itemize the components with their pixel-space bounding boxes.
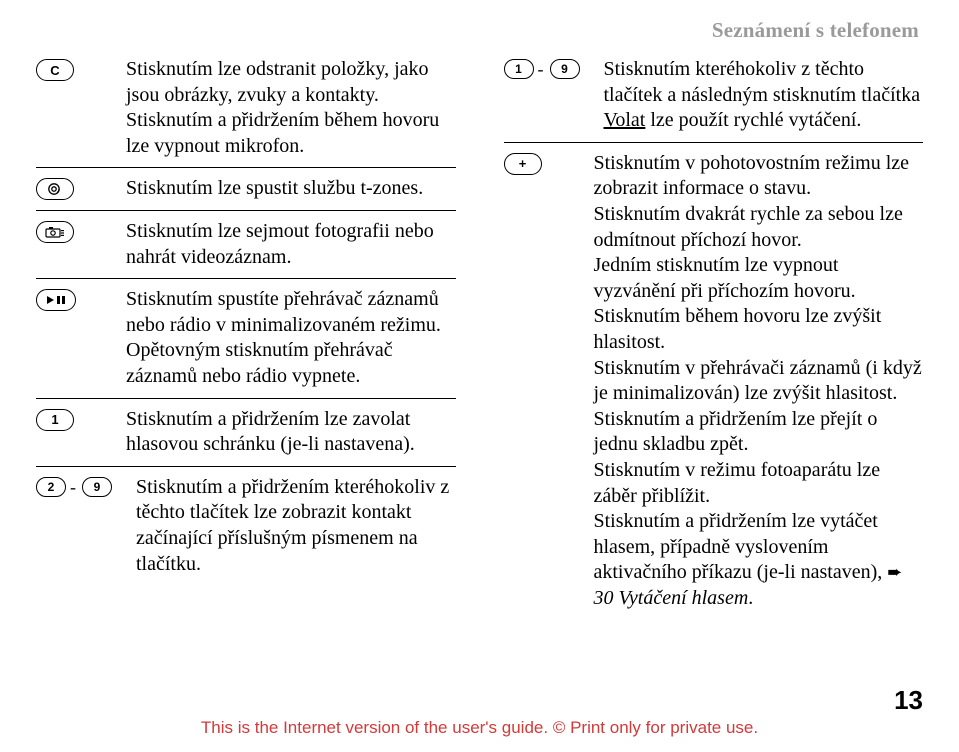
key-description: Stisknutím a přidržením lze zavolat hlas…	[126, 407, 456, 458]
left-column: C Stisknutím lze odstranit položky, jako…	[36, 57, 456, 619]
key-row: + Stisknutím v pohotovostním režimu lze …	[504, 142, 924, 620]
key-label: 1	[51, 413, 58, 426]
key-9-pill: 9	[82, 477, 112, 497]
key-2-pill: 2	[36, 477, 66, 497]
key-cell	[36, 219, 126, 243]
key-row: 1 - 9 Stisknutím kteréhokoliv z těchto t…	[504, 57, 924, 142]
key-cell	[36, 287, 126, 311]
key-cell: 1	[36, 407, 126, 431]
key-cell: +	[504, 151, 594, 175]
key-cell: 2 - 9	[36, 475, 136, 498]
key-description: Stisknutím lze spustit službu t-zones.	[126, 176, 456, 202]
key-row: C Stisknutím lze odstranit položky, jako…	[36, 57, 456, 167]
key-description: Stisknutím a přidržením kteréhokoliv z t…	[136, 475, 456, 577]
key-cell	[36, 176, 126, 200]
at-icon	[47, 182, 63, 196]
key-row: 1 Stisknutím a přidržením lze zavolat hl…	[36, 398, 456, 466]
key-description: Stisknutím spustíte přehrávač záznamů ne…	[126, 287, 456, 389]
section-header: Seznámení s telefonem	[36, 18, 923, 43]
key-description: Stisknutím lze sejmout fotografii nebo n…	[126, 219, 456, 270]
two-column-layout: C Stisknutím lze odstranit položky, jako…	[36, 57, 923, 619]
key-label: 9	[561, 63, 568, 75]
page-number: 13	[894, 685, 923, 716]
key-cell: C	[36, 57, 126, 81]
footer: This is the Internet version of the user…	[0, 718, 959, 738]
key-description: Stisknutím v pohotovostním režimu lze zo…	[594, 151, 924, 612]
key-camera-pill	[36, 221, 74, 243]
key-label: 1	[515, 63, 522, 75]
range-dash: -	[538, 59, 546, 80]
key-row: Stisknutím lze sejmout fotografii nebo n…	[36, 210, 456, 278]
key-label: 9	[94, 481, 101, 493]
key-plus-pill: +	[504, 153, 542, 175]
key-description: Stisknutím lze odstranit položky, jako j…	[126, 57, 456, 159]
key-1-pill: 1	[504, 59, 534, 79]
key-label: 2	[48, 481, 55, 493]
key-row: Stisknutím lze spustit službu t-zones.	[36, 167, 456, 210]
key-playpause-pill	[36, 289, 76, 311]
range-dash: -	[70, 477, 78, 498]
key-9-pill: 9	[550, 59, 580, 79]
play-pause-icon	[45, 295, 67, 305]
key-c-pill: C	[36, 59, 74, 81]
key-description: Stisknutím kteréhokoliv z těchto tlačíte…	[604, 57, 924, 134]
camera-icon	[45, 226, 65, 238]
footer-text: This is the Internet version of the user…	[201, 718, 758, 737]
key-label: +	[519, 157, 527, 170]
key-row: 2 - 9 Stisknutím a přidržením kteréhokol…	[36, 466, 456, 585]
right-column: 1 - 9 Stisknutím kteréhokoliv z těchto t…	[504, 57, 924, 619]
page: Seznámení s telefonem C Stisknutím lze o…	[0, 0, 959, 752]
key-cell: 1 - 9	[504, 57, 604, 80]
key-label: C	[50, 64, 59, 77]
key-at-pill	[36, 178, 74, 200]
key-row: Stisknutím spustíte přehrávač záznamů ne…	[36, 278, 456, 397]
key-1-pill: 1	[36, 409, 74, 431]
